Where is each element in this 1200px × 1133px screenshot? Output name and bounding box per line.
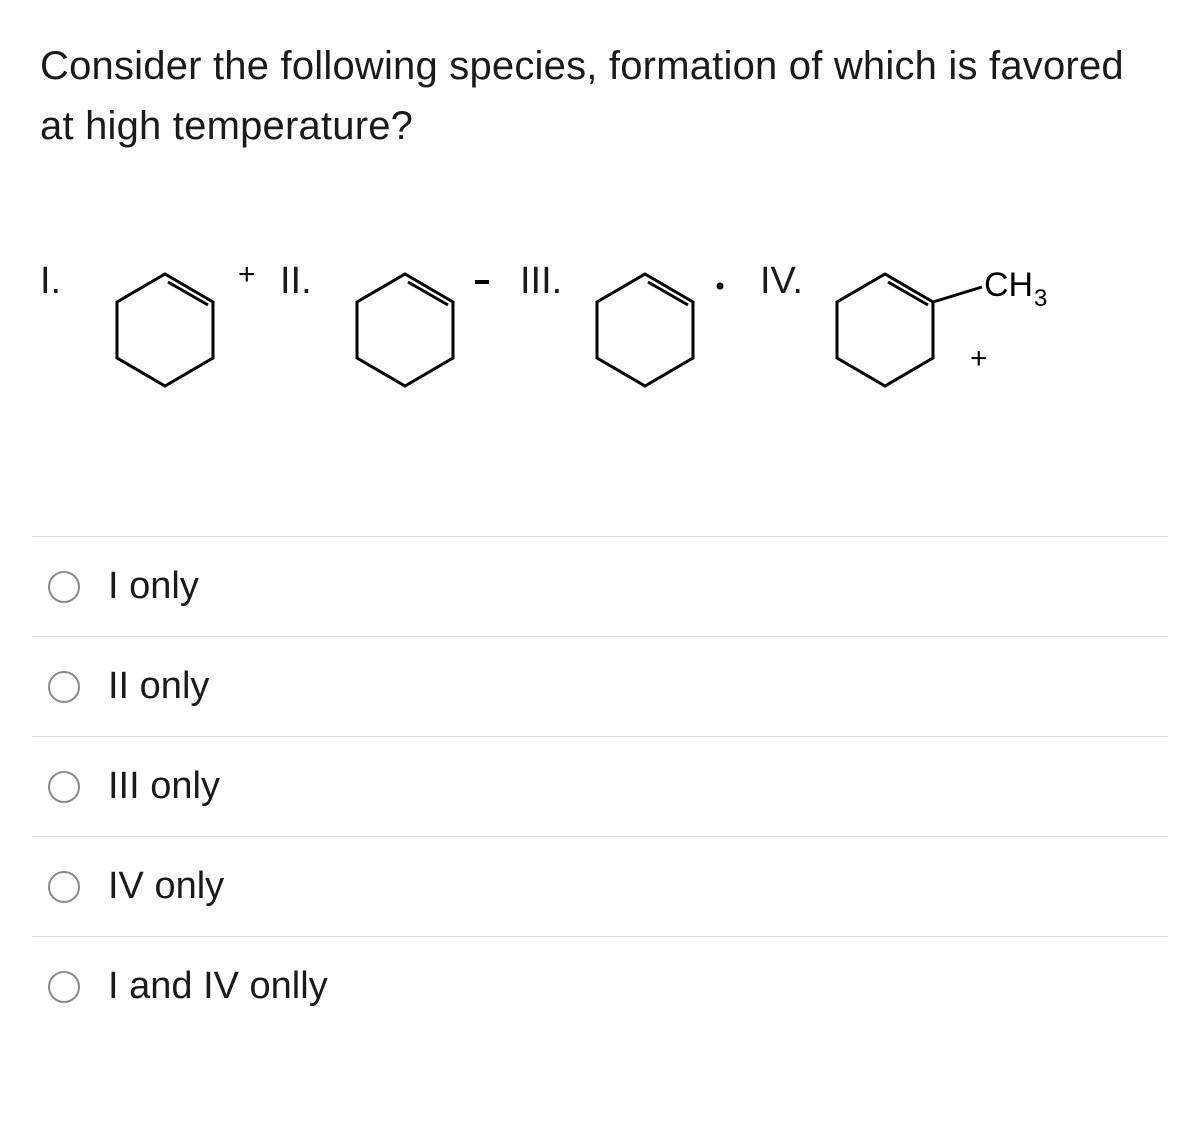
option-label: IV only — [108, 865, 224, 908]
option-label: I and IV onlly — [108, 965, 328, 1008]
radio-icon[interactable] — [48, 871, 80, 903]
option-label: III only — [108, 765, 220, 808]
option-d[interactable]: IV only — [32, 837, 1168, 937]
question-page: Consider the following species, formatio… — [0, 0, 1200, 1008]
option-label: II only — [108, 665, 209, 708]
substituent-ch3-sub: 3 — [1034, 285, 1047, 312]
species-iv: IV. CH 3 + — [760, 256, 1070, 416]
radio-icon[interactable] — [48, 571, 80, 603]
answer-options: I only II only III only IV only I and IV… — [32, 536, 1168, 1008]
roman-iv: IV. — [760, 260, 804, 303]
charge-plus: + — [238, 258, 256, 291]
question-text: Consider the following species, formatio… — [40, 36, 1160, 156]
radio-icon[interactable] — [48, 771, 80, 803]
species-ii: II. — [280, 256, 510, 406]
option-c[interactable]: III only — [32, 737, 1168, 837]
roman-ii: II. — [280, 260, 324, 303]
allyl-hexagon-methyl-cation-icon: CH 3 + — [810, 256, 1070, 416]
radio-icon[interactable] — [48, 671, 80, 703]
option-e[interactable]: I and IV onlly — [32, 937, 1168, 1008]
option-label: I only — [108, 565, 199, 608]
option-a[interactable]: I only — [32, 537, 1168, 637]
roman-i: I. — [40, 260, 84, 303]
charge-radical — [717, 283, 724, 290]
substituent-ch3: CH — [984, 266, 1033, 304]
charge-minus — [475, 280, 489, 284]
allyl-hexagon-radical-icon — [570, 256, 750, 406]
radio-icon[interactable] — [48, 971, 80, 1003]
species-iii: III. — [520, 256, 750, 406]
allyl-hexagon-cation-icon: + — [90, 256, 270, 406]
allyl-hexagon-anion-icon — [330, 256, 510, 406]
option-b[interactable]: II only — [32, 637, 1168, 737]
roman-iii: III. — [520, 260, 564, 303]
charge-plus-iv: + — [970, 342, 988, 375]
species-row: I. + II. III. — [40, 256, 1160, 416]
species-i: I. + — [40, 256, 270, 406]
